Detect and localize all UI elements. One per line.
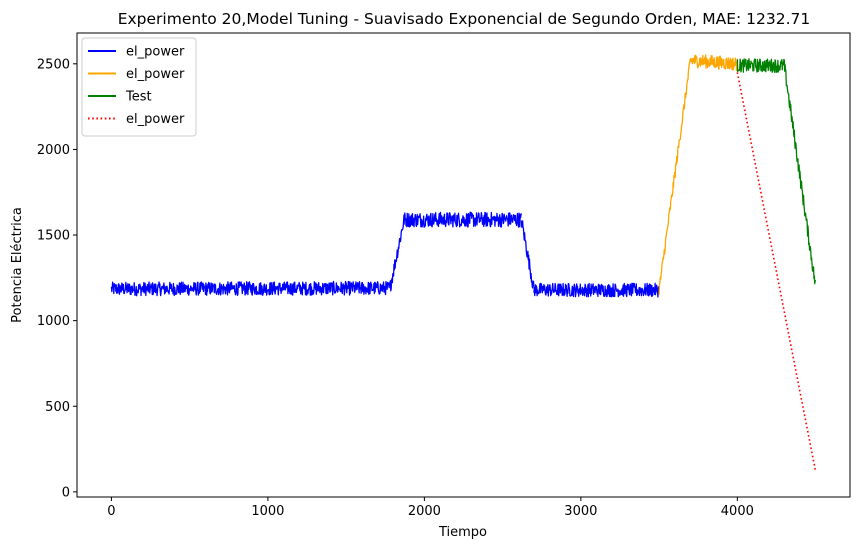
series-1 <box>658 54 738 295</box>
y-tick-label: 2500 <box>37 57 70 72</box>
y-tick-label: 1000 <box>37 314 70 329</box>
y-tick-label: 500 <box>45 400 70 415</box>
series-0-segment-3 <box>520 220 535 289</box>
series-0 <box>110 211 660 298</box>
legend-box <box>81 37 197 137</box>
legend-label: el_power <box>126 45 185 60</box>
x-tick-label: 1000 <box>251 504 284 519</box>
legend-label: Test <box>125 90 152 105</box>
y-tick-label: 2000 <box>37 143 70 158</box>
y-tick-label: 0 <box>62 485 70 500</box>
legend-label: el_power <box>126 112 185 127</box>
x-tick-label: 0 <box>107 504 115 519</box>
y-axis-ticks: 0 500 1000 1500 2000 2500 <box>37 57 77 500</box>
series-2-segment-1 <box>783 59 817 285</box>
x-tick-label: 2000 <box>408 504 441 519</box>
x-tick-label: 4000 <box>721 504 754 519</box>
series-0-segment-0 <box>110 280 391 297</box>
y-tick-label: 1500 <box>37 229 70 244</box>
series-3 <box>736 72 817 472</box>
legend: el_power el_power Test el_power <box>81 37 197 137</box>
series-0-segment-2 <box>403 211 523 228</box>
series-2 <box>736 58 817 285</box>
series-0-segment-1 <box>389 214 405 292</box>
series-0-segment-4 <box>533 282 660 298</box>
plot-frame <box>76 32 851 498</box>
series-1-segment-1 <box>689 54 738 72</box>
x-axis-ticks: 0 1000 2000 3000 4000 <box>107 497 754 519</box>
series-3-line <box>736 72 817 472</box>
y-axis-label: Potencia Eléctrica <box>10 207 25 323</box>
x-axis-label: Tiempo <box>438 525 487 540</box>
x-tick-label: 3000 <box>564 504 597 519</box>
series-1-segment-0 <box>658 58 692 295</box>
plot-series <box>110 54 817 472</box>
series-2-segment-0 <box>736 58 785 74</box>
legend-label: el_power <box>126 67 185 82</box>
chart-title: Experimento 20,Model Tuning - Suavisado … <box>118 10 811 28</box>
